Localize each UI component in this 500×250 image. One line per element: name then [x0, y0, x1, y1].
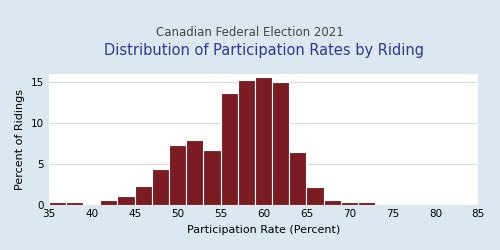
Bar [169, 145, 186, 204]
Bar [324, 200, 341, 204]
Bar [255, 77, 272, 204]
Bar [48, 202, 66, 204]
Bar [358, 202, 375, 204]
X-axis label: Participation Rate (Percent): Participation Rate (Percent) [187, 225, 340, 235]
Bar [341, 202, 358, 204]
Y-axis label: Percent of Ridings: Percent of Ridings [15, 89, 25, 190]
Title: Distribution of Participation Rates by Riding: Distribution of Participation Rates by R… [104, 42, 424, 58]
Bar [306, 186, 324, 204]
Bar [220, 93, 238, 204]
Bar [100, 200, 117, 204]
Bar [272, 82, 289, 204]
Bar [118, 196, 134, 204]
Bar [238, 80, 255, 204]
Bar [152, 170, 169, 204]
Bar [66, 202, 83, 204]
Bar [186, 140, 204, 204]
Text: Canadian Federal Election 2021: Canadian Federal Election 2021 [156, 26, 344, 39]
Bar [290, 152, 306, 204]
Bar [204, 150, 220, 204]
Bar [134, 186, 152, 204]
